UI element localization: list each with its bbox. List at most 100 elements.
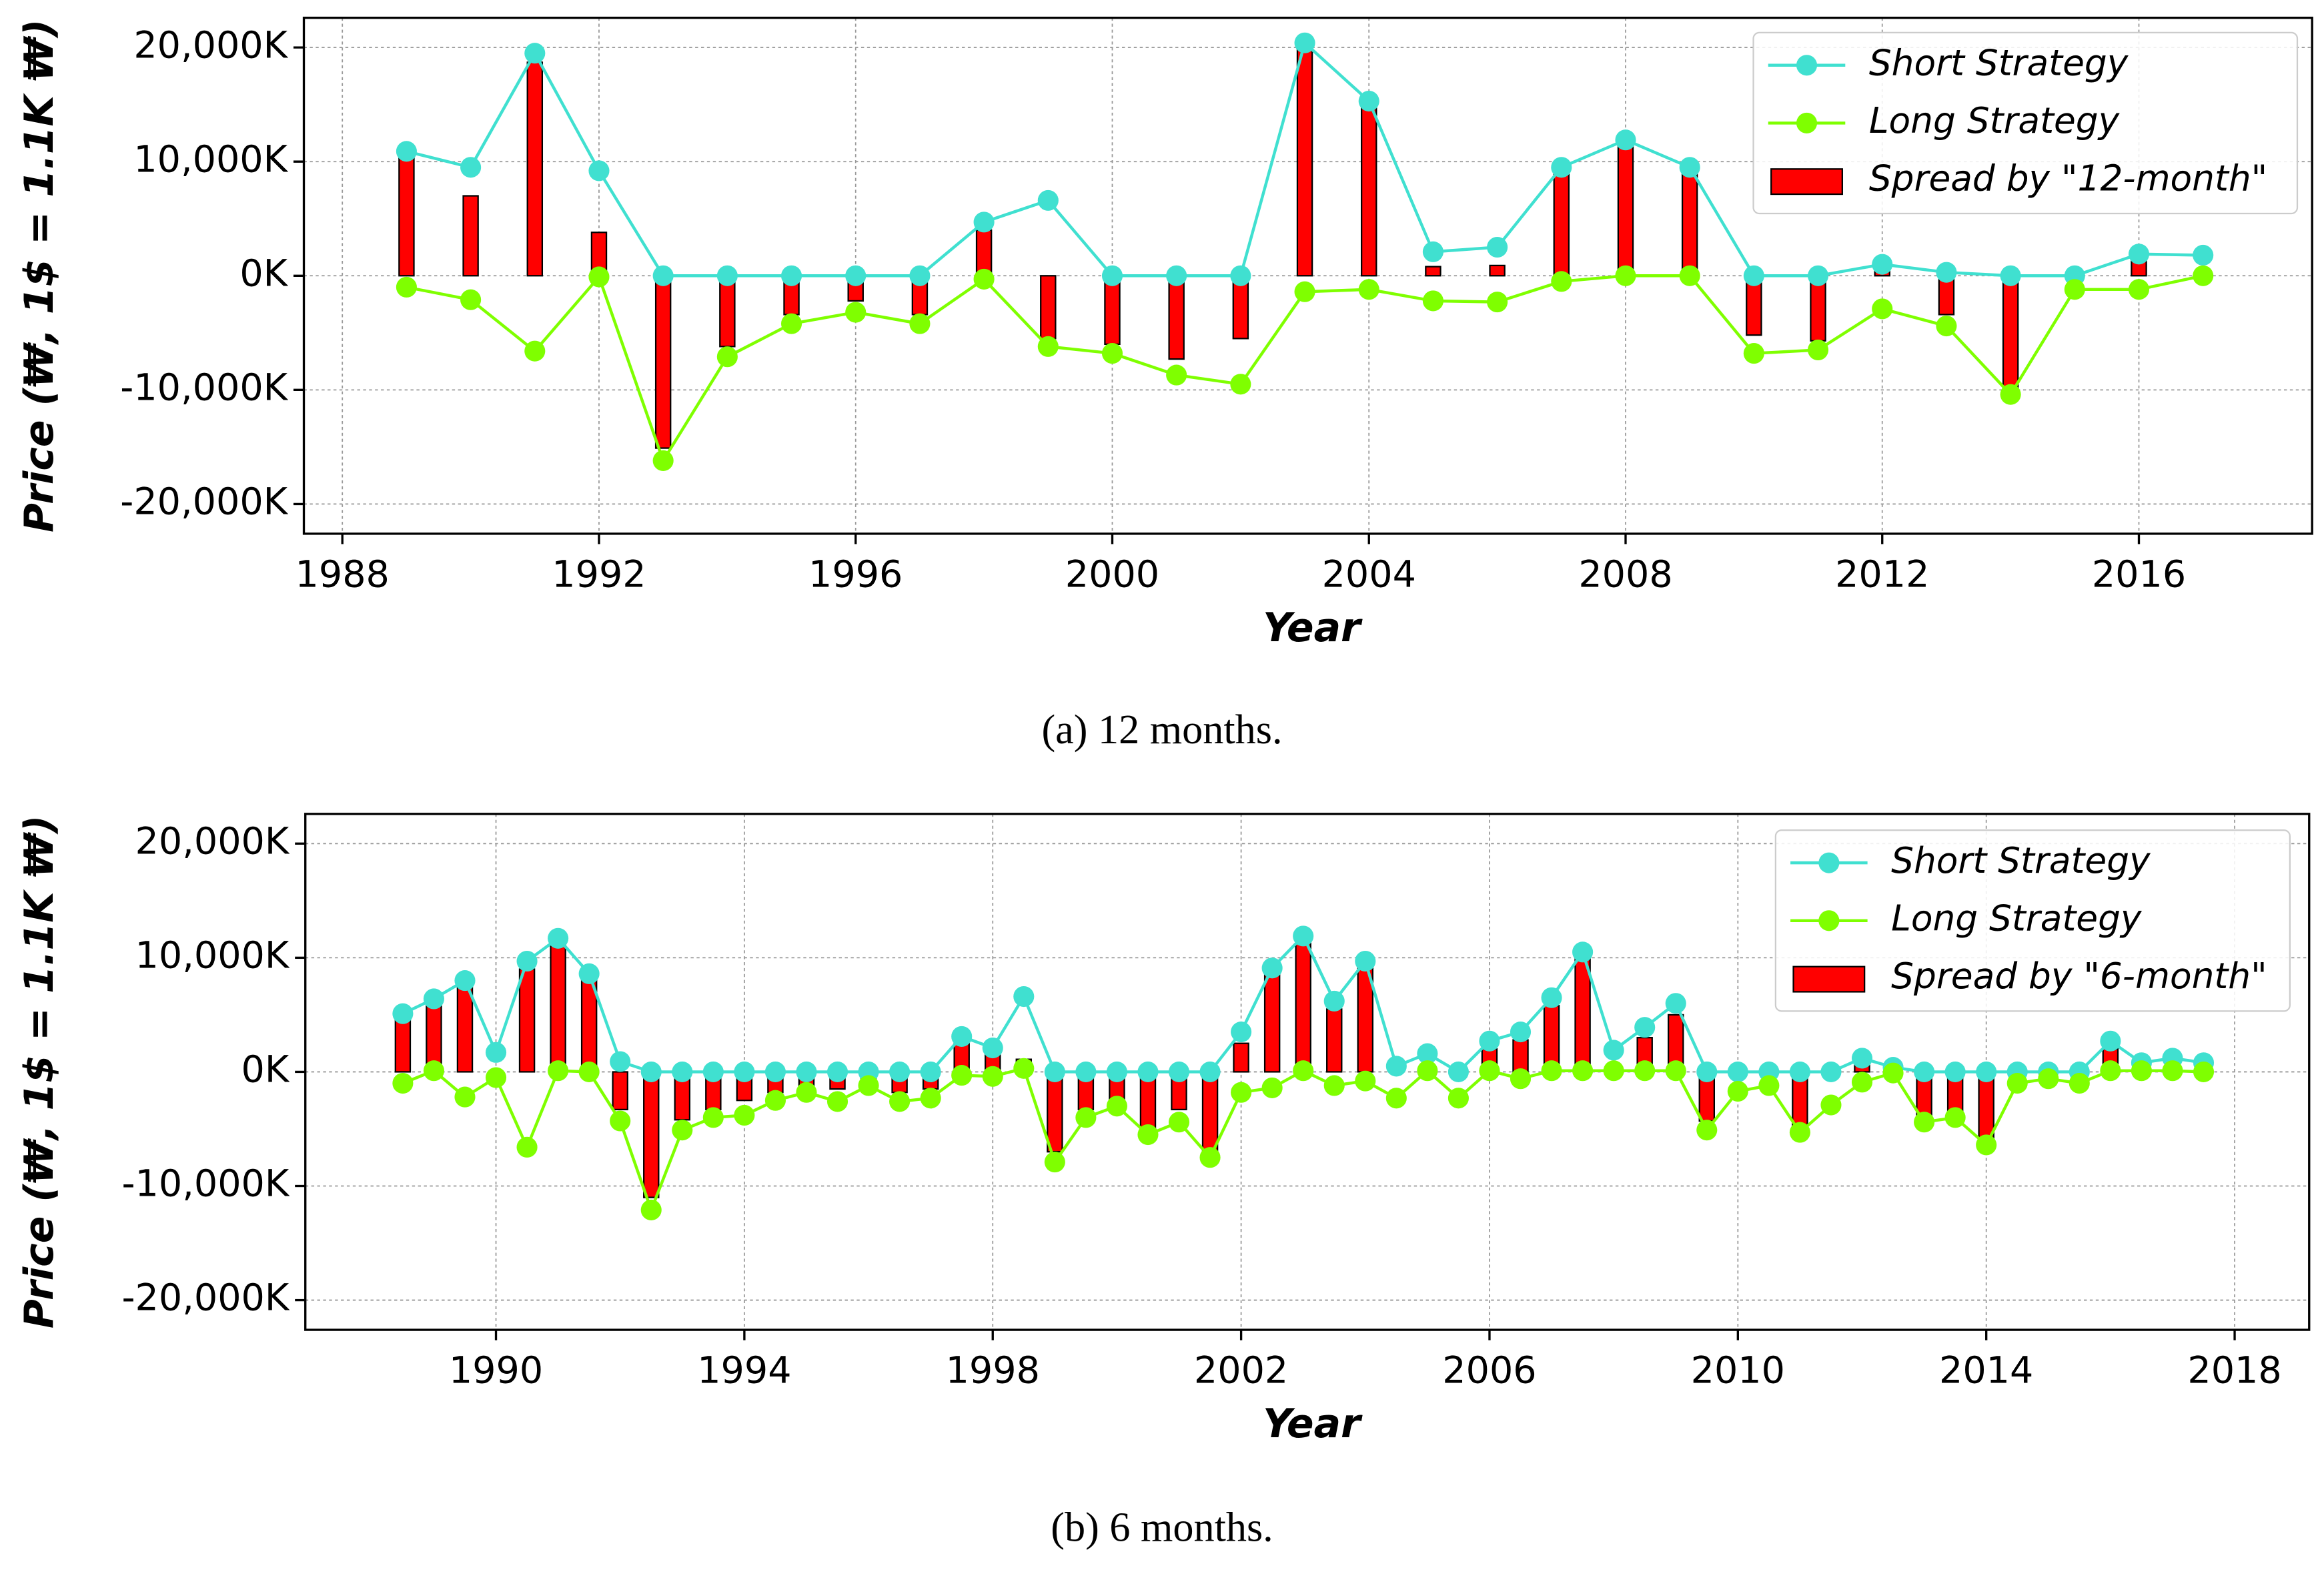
marker	[1358, 279, 1379, 300]
bar	[1040, 275, 1057, 340]
marker	[1044, 1152, 1065, 1173]
marker	[454, 1086, 476, 1108]
bar	[1553, 172, 1570, 277]
caption: (b) 6 months.	[1051, 1505, 1273, 1551]
marker	[460, 289, 482, 310]
marker	[982, 1066, 1003, 1087]
marker	[485, 1042, 507, 1063]
marker	[1615, 129, 1636, 151]
bar	[2002, 275, 2019, 390]
bar	[1681, 172, 1698, 277]
marker	[2193, 244, 2214, 266]
marker	[1447, 1061, 1469, 1082]
marker	[2131, 1060, 2152, 1082]
y-tick-label: 10,000K	[133, 137, 288, 181]
marker	[2100, 1030, 2121, 1052]
bar	[550, 943, 566, 1073]
marker	[485, 1067, 507, 1088]
x-tick-label: 1998	[946, 1349, 1040, 1393]
marker	[1230, 374, 1251, 395]
marker	[1572, 1060, 1594, 1082]
marker	[973, 268, 995, 290]
marker	[672, 1120, 693, 1141]
x-tick-label: 2012	[1835, 552, 1929, 596]
marker	[1355, 1070, 1376, 1092]
marker	[1230, 265, 1251, 286]
marker	[951, 1026, 973, 1047]
marker	[1551, 271, 1572, 292]
marker	[1976, 1134, 1997, 1156]
marker	[460, 157, 482, 178]
marker	[524, 43, 546, 64]
bar	[1512, 1039, 1529, 1073]
marker	[826, 1091, 848, 1112]
marker	[1106, 1061, 1127, 1082]
legend-box	[1752, 31, 2299, 215]
x-tick-label: 1992	[552, 552, 646, 596]
bar	[398, 155, 415, 277]
marker	[640, 1061, 662, 1082]
marker	[1137, 1061, 1159, 1082]
marker	[702, 1107, 724, 1128]
bar	[1489, 264, 1506, 277]
legend-label: Short Strategy	[1891, 840, 2151, 881]
legend-label: Spread by "6-month"	[1891, 955, 2267, 997]
y-tick-label: -20,000K	[120, 480, 288, 524]
marker	[1914, 1061, 1935, 1082]
marker	[1037, 336, 1059, 357]
marker	[1417, 1043, 1438, 1064]
marker	[578, 963, 600, 984]
marker	[1665, 993, 1686, 1014]
y-tick-label: 20,000K	[133, 23, 288, 67]
bar	[456, 984, 474, 1073]
marker	[454, 970, 476, 992]
legend-label: Spread by "12-month"	[1869, 158, 2267, 200]
marker	[2128, 279, 2150, 300]
marker	[1294, 32, 1315, 53]
bar	[1263, 973, 1281, 1073]
chart: -20,000K -10,000K 0K 10,000K 20,000K 1990 1994…	[16, 813, 2311, 1551]
bar	[394, 1017, 412, 1073]
bar	[1617, 143, 1634, 277]
marker	[982, 1037, 1003, 1059]
legend-marker	[1796, 55, 1818, 76]
marker	[640, 1199, 662, 1220]
marker	[548, 927, 569, 949]
marker	[1168, 1061, 1190, 1082]
marker	[2064, 279, 2085, 300]
marker	[1679, 265, 1700, 286]
bar	[612, 1071, 628, 1111]
marker	[392, 1003, 414, 1024]
x-axis-label: Year	[1263, 605, 1363, 651]
marker	[2162, 1060, 2183, 1082]
marker	[1075, 1107, 1097, 1128]
marker	[1603, 1040, 1624, 1061]
marker	[1385, 1056, 1407, 1077]
marker	[1615, 265, 1636, 286]
marker	[516, 950, 538, 972]
marker	[1261, 1077, 1283, 1098]
marker	[2069, 1072, 2090, 1094]
marker	[1479, 1060, 1500, 1082]
marker	[796, 1082, 817, 1103]
marker	[1106, 1096, 1127, 1117]
marker	[1851, 1072, 1873, 1093]
marker	[1665, 1060, 1686, 1082]
x-tick-label: 2018	[2187, 1349, 2281, 1393]
marker	[1422, 290, 1443, 312]
marker	[1789, 1061, 1810, 1082]
marker	[1510, 1022, 1532, 1043]
marker	[2000, 384, 2021, 405]
marker	[1936, 315, 1957, 337]
legend-box	[1774, 829, 2291, 1012]
marker	[1634, 1060, 1656, 1082]
line	[402, 1066, 2204, 1214]
marker	[1261, 957, 1283, 979]
marker	[973, 212, 995, 233]
marker	[1487, 292, 1508, 313]
bar	[1201, 1071, 1219, 1153]
marker	[796, 1061, 817, 1082]
legend-marker	[1818, 852, 1840, 873]
bar	[1361, 105, 1377, 277]
bar	[719, 275, 736, 348]
